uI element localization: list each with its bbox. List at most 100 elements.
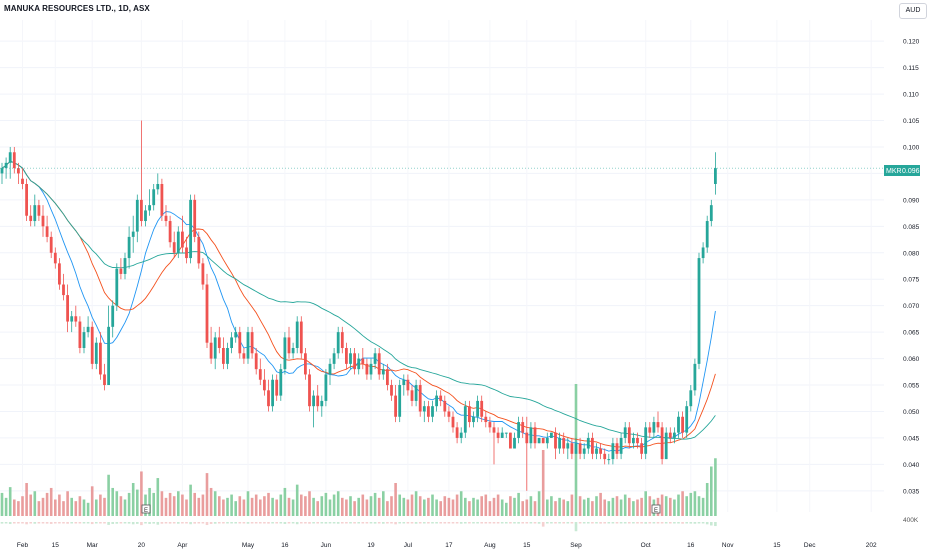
volume-ma-bar [168,522,172,524]
candle-body [390,385,393,396]
volume-bar [246,491,250,516]
candle-body [705,221,709,248]
candle [70,310,74,333]
candle-body [86,326,90,333]
candle [316,385,320,412]
volume-ma-bar [681,522,684,524]
x-tick-label: 202 [866,542,877,549]
volume-ma-bar [49,522,53,524]
candle-body [459,432,463,438]
time-axis[interactable]: Feb 15 Mar 20 Apr May 16 Jun 19 Jul 17 Aug 15 Sep Oct 1… [17,542,877,549]
candle [340,326,344,354]
currency-button[interactable]: AUD [899,3,927,19]
volume-bar [529,496,533,516]
volume-ma-bar [21,522,24,524]
y-tick-label: 0.060 [903,356,920,363]
candle [291,342,295,359]
candle [693,358,697,396]
x-tick-label: Aug [484,542,496,549]
candle [234,326,238,343]
volume-ma-bar [468,522,471,524]
volume-ma-bar [115,522,119,524]
volume-ma-bar [107,522,110,525]
candle [455,422,459,444]
candle [709,199,713,227]
price-axis[interactable]: 0.1200.1150.1100.1050.1000.0950.0900.085… [903,39,920,496]
volume-bar [230,494,233,516]
candle-body [517,422,520,438]
volume-bar [357,497,360,516]
candle [402,374,406,396]
volume-ma-bar [394,522,397,525]
volume-ma-bar [304,522,307,524]
candle-body [697,258,701,364]
volume-bar [58,494,61,516]
ma-mid-line [1,160,716,448]
earnings-marker[interactable] [141,504,151,514]
x-tick-label: May [242,542,255,549]
volume-ma-bar [488,522,492,524]
volume-bar [500,499,504,516]
candle [275,374,279,401]
volume-ma-bar [517,522,520,524]
volume-bar [78,496,82,516]
volume-bar [476,499,479,516]
volume-ma-bar [8,522,12,525]
candle-body [373,353,377,364]
candle [209,326,213,364]
volume-bar [492,497,496,516]
volume-bar [587,497,590,516]
volume-bar [369,496,373,516]
earnings-markers[interactable]: E E [141,504,661,514]
candle-body [33,205,37,222]
volume-ma-bar [377,522,381,524]
volume-bar [324,492,328,516]
y-tick-label: 0.040 [903,462,920,469]
candle [652,416,656,438]
candle-body [193,199,197,237]
volume-bar [451,499,455,516]
volume-bar [472,497,475,516]
candle [537,437,541,444]
candle-body [586,437,590,449]
volume-ma-bar [480,522,483,524]
candle-body [664,432,668,460]
candle [312,390,315,428]
candle [422,400,426,423]
volume-ma-bar [193,522,196,524]
volume-bar [328,499,332,516]
volume-ma-bar [41,522,45,524]
candle [242,348,246,364]
candle [619,432,623,460]
candle-body [648,427,652,433]
candle-body [168,221,172,243]
candle-body [332,353,336,364]
volume-bar [648,496,652,516]
candle-body [41,215,45,227]
volume-bar [677,494,680,516]
volume-ma-bar [554,522,557,524]
candle [468,400,471,428]
earnings-marker[interactable] [651,504,661,514]
volume-ma-bar [472,522,475,524]
volume-ma-bar [619,522,623,524]
volume-bar [160,491,164,516]
volume-ma-bar [697,522,701,524]
candle [332,348,336,370]
candle-body [312,395,315,407]
candle-body [119,268,123,274]
volume-ma-bar [131,522,135,525]
candle [656,411,660,433]
volume-ma-bar [209,522,213,524]
volume-ma-bar [664,522,668,524]
volume-ma-bar [238,522,242,524]
volume-ma-bar [324,522,328,524]
volume-bar [250,497,254,516]
candle-body [570,443,574,454]
volume-ma-bar [455,522,459,524]
candles [0,120,717,491]
candle [377,348,381,380]
candle-body [394,395,397,417]
